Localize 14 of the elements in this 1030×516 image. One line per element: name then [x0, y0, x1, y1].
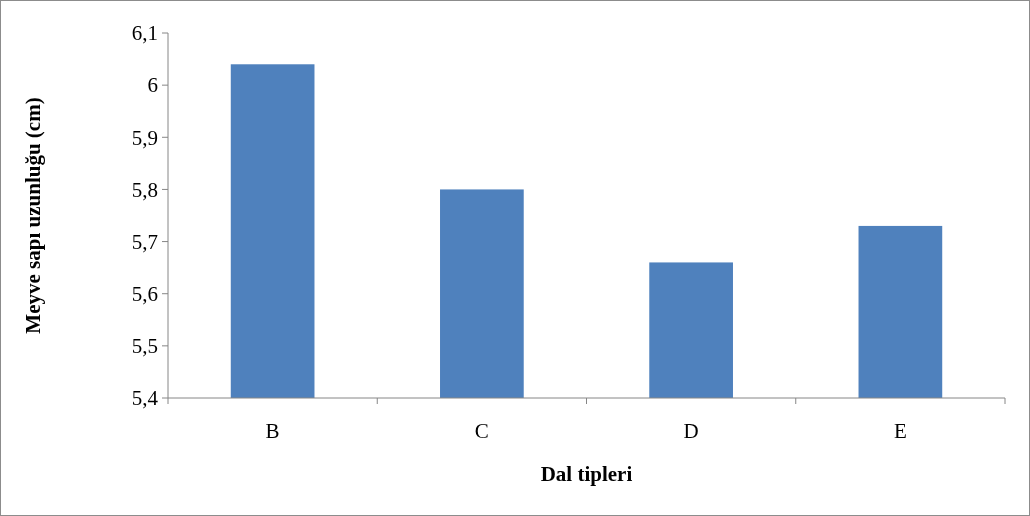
x-tick-label: E [893, 419, 907, 443]
y-tick-label: 6 [147, 73, 158, 98]
x-axis-title: Dal tipleri [540, 462, 633, 486]
y-tick-label: 5,6 [131, 282, 158, 307]
y-tick-label: 5,4 [131, 386, 159, 411]
y-tick-label: 5,8 [131, 177, 158, 202]
x-tick-label: C [474, 419, 489, 443]
y-tick-label: 5,5 [131, 334, 158, 359]
x-tick-label: B [265, 419, 280, 443]
y-tick-label: 5,7 [131, 229, 158, 254]
y-tick-label: 6,1 [131, 21, 158, 46]
y-tick-label: 5,9 [131, 125, 158, 150]
y-axis-title: Meyve sapı uzunluğu (cm) [21, 97, 45, 334]
x-tick-label: D [683, 419, 699, 443]
